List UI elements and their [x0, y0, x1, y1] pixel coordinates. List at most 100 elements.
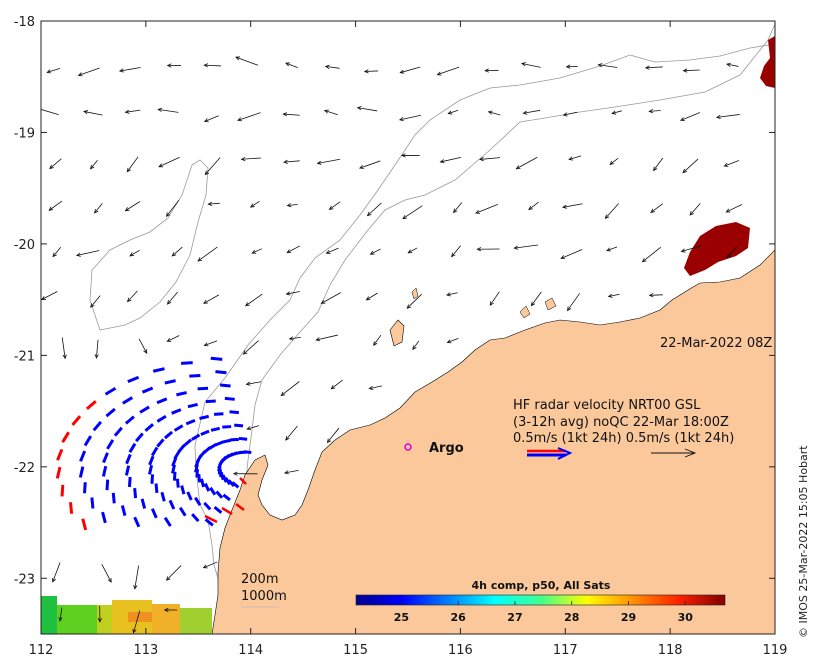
current-arrow — [165, 565, 182, 581]
hf-radar-vector — [90, 497, 95, 509]
current-arrow — [689, 203, 701, 216]
sst-patch-red-north — [760, 36, 775, 88]
current-arrow — [77, 67, 100, 77]
current-arrow — [133, 565, 140, 590]
current-arrow — [597, 63, 618, 68]
current-arrow — [611, 110, 622, 115]
y-axis: -18 -19 -20 -21 -22 -23 — [14, 15, 775, 587]
current-arrow — [648, 109, 661, 114]
hf-radar-vector — [78, 466, 85, 478]
hf-radar-vector — [101, 511, 107, 524]
hf-radar-vector — [150, 508, 158, 519]
colorbar-ticks: 25 26 27 28 29 30 — [394, 601, 693, 624]
hf-radar-vector — [176, 391, 187, 397]
current-arrow — [484, 68, 499, 73]
current-arrow — [94, 339, 99, 359]
hf-radar-vector — [230, 437, 239, 442]
hf-radar-vector-edge — [204, 514, 218, 524]
hf-radar-vector — [133, 488, 138, 499]
hf-radar-vector — [104, 386, 117, 396]
argo-label: Argo — [429, 441, 464, 456]
current-arrow — [436, 66, 460, 76]
depth-1000m-label: 1000m — [241, 589, 287, 604]
current-arrow — [609, 157, 619, 166]
current-arrow — [126, 156, 139, 173]
colorbar-tick-label: 27 — [507, 611, 522, 624]
hf-radar-vector — [85, 400, 97, 410]
hf-radar-vector — [183, 438, 193, 447]
hf-radar-legend-line1: HF radar velocity NRT00 GSL — [513, 398, 701, 413]
y-tick-label: -20 — [14, 238, 35, 253]
hf-radar-legend-line3: 0.5m/s (1kt 24h) 0.5m/s (1kt 24h) — [513, 431, 734, 446]
hf-radar-vector — [133, 516, 141, 528]
current-arrow — [288, 336, 301, 341]
hf-radar-vector — [185, 418, 196, 426]
current-arrow — [715, 114, 740, 120]
hf-radar-vector — [140, 498, 147, 509]
current-arrow — [568, 155, 582, 161]
x-tick-label: 117 — [553, 643, 578, 658]
current-arrow — [41, 291, 58, 300]
current-arrow — [325, 247, 339, 254]
hf-radar-vector — [127, 375, 140, 384]
current-arrow — [232, 471, 258, 476]
current-arrow — [171, 246, 183, 257]
x-tick-label: 118 — [658, 643, 683, 658]
hf-radar-vector — [102, 452, 109, 464]
hf-radar-vector — [214, 440, 224, 447]
current-arrow — [680, 245, 701, 253]
current-arrow — [203, 340, 218, 347]
current-arrow — [439, 156, 462, 164]
current-arrow — [682, 68, 700, 73]
current-arrow — [369, 248, 381, 255]
hf-radar-vector — [69, 502, 74, 514]
current-arrow — [46, 67, 61, 74]
hf-radar-vector — [156, 397, 168, 405]
hf-radar-vector — [168, 499, 176, 510]
current-arrow — [562, 111, 578, 117]
current-arrow — [407, 247, 418, 254]
current-arrow — [320, 292, 341, 304]
hf-radar-vector — [83, 482, 87, 494]
current-arrow — [641, 246, 662, 263]
contour-1000m — [194, 43, 775, 634]
current-arrow — [280, 381, 300, 397]
current-arrow — [648, 293, 663, 298]
current-arrow — [475, 203, 498, 214]
current-arrow — [124, 201, 141, 212]
hf-radar-vector — [222, 425, 232, 429]
current-arrow — [402, 205, 423, 220]
x-tick-label: 119 — [763, 643, 788, 658]
hf-radar-vector — [105, 479, 110, 491]
plot-frame — [40, 20, 776, 635]
contour-island-outline — [89, 159, 209, 331]
current-arrow — [282, 112, 300, 117]
x-tick-label: 112 — [29, 643, 54, 658]
current-arrow — [244, 293, 263, 307]
hf-radar-vector — [171, 464, 176, 474]
current-arrows — [41, 56, 743, 634]
current-arrow — [165, 199, 180, 217]
current-arrow — [48, 200, 63, 211]
current-arrow — [129, 249, 140, 257]
island-small-2 — [519, 305, 531, 319]
hf-radar-vector — [181, 361, 193, 365]
current-arrow — [326, 427, 340, 444]
sst-colorbar: 4h comp, p50, All Sats 25 26 27 28 29 30 — [355, 579, 726, 624]
hf-radar-vector — [222, 493, 231, 502]
hf-radar-vector — [144, 423, 154, 432]
hf-radar-vector — [120, 505, 127, 517]
current-arrow — [138, 338, 148, 354]
x-tick-label: 116 — [448, 643, 473, 658]
hf-radar-vector — [156, 414, 167, 423]
hf-radar-vector — [122, 396, 134, 405]
hf-radar-vector — [160, 491, 166, 502]
current-arrow — [447, 109, 459, 115]
hf-radar-vector — [125, 453, 132, 465]
current-arrow — [400, 153, 420, 158]
current-arrow — [562, 203, 583, 209]
current-arrow — [124, 109, 141, 114]
hf-radar-vector — [113, 426, 123, 437]
hf-radar-vector — [150, 474, 155, 484]
